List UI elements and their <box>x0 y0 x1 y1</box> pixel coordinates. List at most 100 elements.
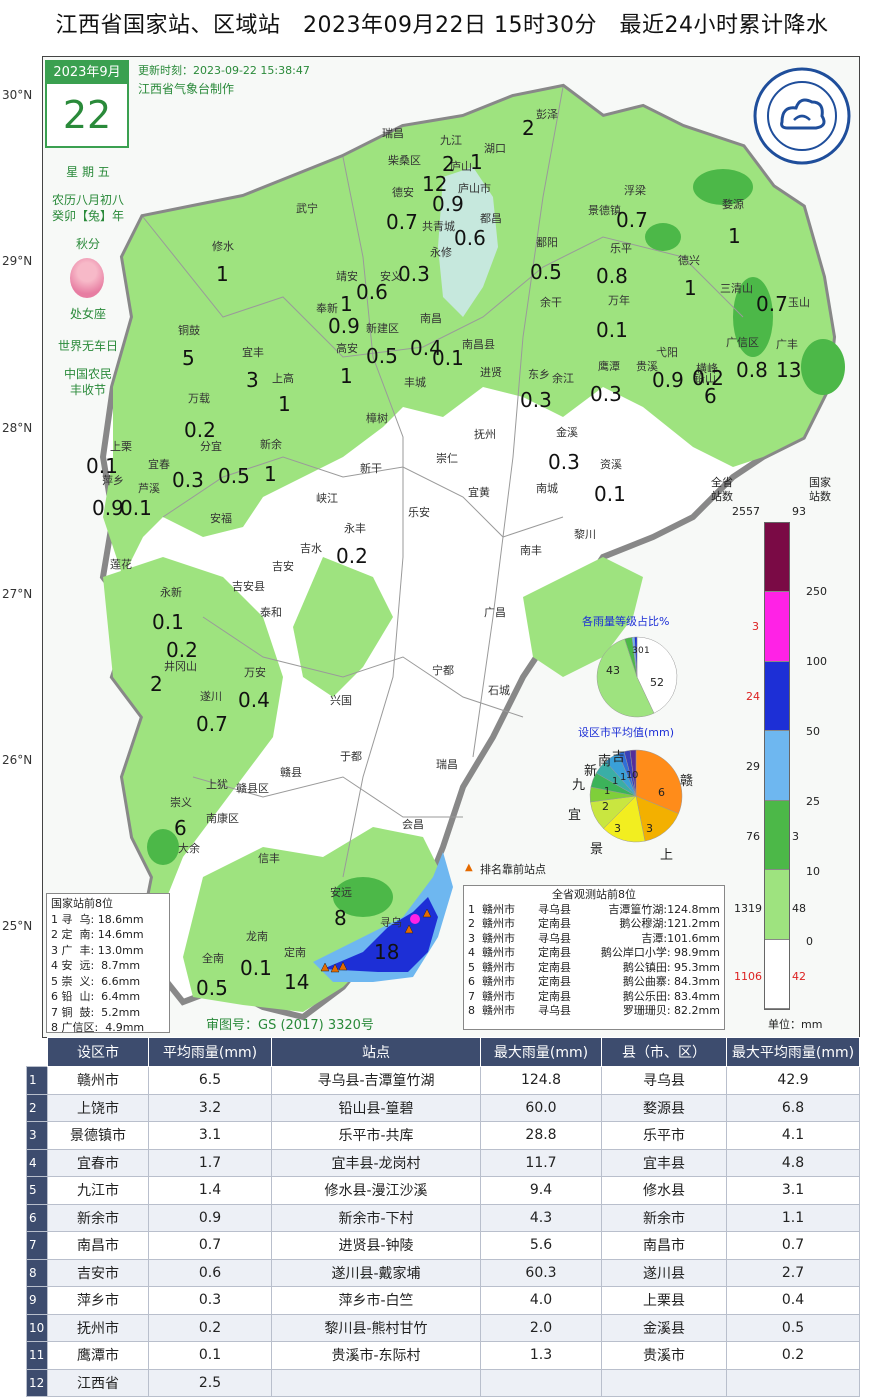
table-cell: 遂川县 <box>601 1258 727 1287</box>
table-header: 最大雨量(mm) <box>480 1037 602 1067</box>
lat-label: 27°N <box>2 587 33 601</box>
table-header: 最大平均雨量(mm) <box>726 1037 860 1067</box>
rain-area-blue-dark <box>323 897 438 972</box>
province-top8-cell: 鹅公曲寨: 84.3mm <box>622 975 720 988</box>
rain-area-mid-3 <box>801 339 845 395</box>
table-cell: 鹰潭市 <box>47 1341 149 1370</box>
province-top8-cell: 鹅公乐田: 83.4mm <box>622 989 720 1003</box>
city-label: 信丰 <box>258 852 280 865</box>
table-rank: 4 <box>26 1148 48 1177</box>
city-label: 宜春 <box>148 458 170 471</box>
city-label: 黎川 <box>574 528 596 541</box>
city-label: 金溪 <box>556 426 578 439</box>
table-row: 12 江西省 2.5 <box>26 1368 860 1397</box>
table-cell: 6.8 <box>726 1093 860 1122</box>
pie-city-label: 九 <box>572 778 586 793</box>
table-cell: 3.1 <box>726 1176 860 1205</box>
table-row: 2 上饶市 3.2 铅山县-篁碧 60.0 婺源县 6.8 <box>26 1093 860 1122</box>
city-label: 浮梁 <box>624 184 646 197</box>
city-label: 铅山 <box>694 372 716 385</box>
national-top8-row: 3 广 丰: 13.0mm <box>51 943 144 957</box>
legend-header-national: 国家 站数 <box>809 476 831 503</box>
rain-value: 6 <box>704 384 717 408</box>
rain-area-light-east <box>523 557 643 677</box>
table-cell: 0.7 <box>726 1231 860 1260</box>
rain-value: 0.5 <box>366 344 398 368</box>
rain-value: 0.3 <box>590 382 622 406</box>
table-rank: 3 <box>26 1121 48 1150</box>
table-cell: 婺源县 <box>601 1093 727 1122</box>
table-row: 3 景德镇市 3.1 乐平市-共库 28.8 乐平市 4.1 <box>26 1121 860 1150</box>
city-label: 遂川 <box>200 690 222 703</box>
lat-label: 26°N <box>2 753 33 767</box>
map-review-number: 审图号：GS (2017) 3320号 <box>206 1018 374 1033</box>
city-label: 泰和 <box>260 606 282 619</box>
city-label: 井冈山 <box>164 660 197 673</box>
rain-value: 18 <box>374 940 400 964</box>
city-label: 宜丰 <box>242 346 264 359</box>
city-label: 贵溪 <box>636 360 658 373</box>
calendar-month: 2023年9月 <box>47 62 127 84</box>
legend-color-segment <box>765 800 789 871</box>
table-rank: 10 <box>26 1313 48 1342</box>
province-top8-cell: 3 <box>468 931 475 945</box>
legend-color-segment <box>765 661 789 732</box>
province-top8-cell: 5 <box>468 960 475 974</box>
legend-threshold: 100 <box>806 655 827 668</box>
city-label: 湖口 <box>484 142 506 155</box>
city-label: 芦溪 <box>138 482 160 495</box>
update-time: 更新时刻：2023-09-22 15:38:47 <box>138 64 310 77</box>
city-label: 莲花 <box>110 558 132 571</box>
rain-value: 1 <box>264 462 277 486</box>
city-label: 兴国 <box>330 694 352 707</box>
table-row: 1 赣州市 6.5 寻乌县-吉潭篁竹湖 124.8 寻乌县 42.9 <box>26 1066 860 1095</box>
city-label: 赣县 <box>280 766 302 779</box>
province-top8-row: 7 赣州市 定南县 鹅公乐田: 83.4mm <box>468 990 720 1005</box>
rain-value: 1 <box>684 276 697 300</box>
rain-value: 0.1 <box>596 318 628 342</box>
rain-value: 8 <box>334 906 347 930</box>
city-label: 吉水 <box>300 542 322 555</box>
city-label: 峡江 <box>316 492 338 505</box>
province-top8-cell: 8 <box>468 1004 475 1017</box>
national-top8-row: 6 铅 山: 6.4mm <box>51 990 141 1003</box>
table-cell: 3.2 <box>148 1093 272 1122</box>
rain-value: 0.1 <box>152 610 184 634</box>
legend-total-count: 1106 <box>734 970 762 983</box>
table-cell: 60.0 <box>480 1093 602 1122</box>
table-rank: 11 <box>26 1341 48 1370</box>
table-cell <box>601 1368 727 1397</box>
pie-city-label: 南 <box>598 754 612 769</box>
rain-area-light-north <box>103 87 833 577</box>
city-label: 九江 <box>440 134 462 147</box>
pie-share-slice <box>596 638 655 718</box>
city-label: 共青城 <box>422 220 455 233</box>
province-top8-cell: 定南县 <box>538 946 571 959</box>
ganzhi-year: 癸卯【兔】年 <box>51 209 124 223</box>
table-cell: 0.9 <box>148 1203 272 1232</box>
city-label: 广昌 <box>484 606 506 619</box>
legend-color-bar <box>764 522 790 1010</box>
weekday: 星 期 五 <box>66 165 110 179</box>
table-cell: 0.5 <box>726 1313 860 1342</box>
legend-color-segment <box>765 939 789 1009</box>
city-label: 南昌县 <box>462 338 495 351</box>
city-label: 安远 <box>330 886 352 899</box>
rain-value: 0.1 <box>432 346 464 370</box>
poyang-lake <box>438 167 498 317</box>
table-cell: 上饶市 <box>47 1093 149 1122</box>
city-label: 柴桑区 <box>388 154 421 167</box>
city-label: 南昌 <box>420 312 442 325</box>
city-label: 广丰 <box>776 338 798 351</box>
province-top8-row: 2 赣州市 定南县 鹅公穆湖:121.2mm <box>468 917 720 932</box>
table-cell: 景德镇市 <box>47 1121 149 1150</box>
table-row: 10 抚州市 0.2 黎川县-熊村甘竹 2.0 金溪县 0.5 <box>26 1313 860 1342</box>
pie-share-slice <box>634 636 638 678</box>
pie-share-label-52: 52 <box>650 676 664 689</box>
city-label: 于都 <box>340 750 362 763</box>
table-row: 5 九江市 1.4 修水县-漫江沙溪 9.4 修水县 3.1 <box>26 1176 860 1205</box>
city-label: 乐安 <box>408 506 430 519</box>
national-top8-panel: 国家站前8位 1 寻 乌: 18.6mm 2 定 南: 14.6mm 3 广 丰… <box>46 893 170 1034</box>
province-top8-cell: 鹅公岸口小学: 98.9mm <box>600 946 720 959</box>
province-top8-cell: 寻乌县 <box>538 1004 571 1017</box>
